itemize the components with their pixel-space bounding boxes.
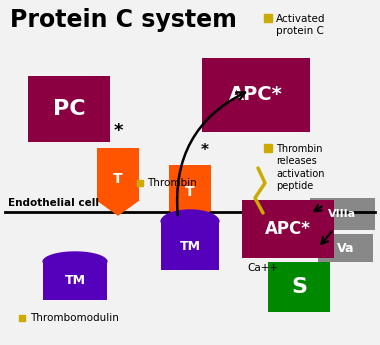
Text: TM: TM xyxy=(179,239,201,253)
FancyArrowPatch shape xyxy=(177,92,245,215)
Text: S: S xyxy=(291,277,307,297)
Bar xyxy=(28,76,110,142)
Text: VIIIa: VIIIa xyxy=(328,209,356,219)
Text: Ca++: Ca++ xyxy=(247,263,278,273)
Text: Protein C system: Protein C system xyxy=(10,8,237,32)
Bar xyxy=(242,200,334,258)
Bar xyxy=(43,262,107,300)
Polygon shape xyxy=(169,210,211,222)
Polygon shape xyxy=(43,252,107,262)
Bar xyxy=(310,198,375,230)
Text: Endothelial cell: Endothelial cell xyxy=(8,198,99,208)
Text: T: T xyxy=(113,172,123,186)
Text: APC*: APC* xyxy=(229,86,283,105)
Text: Thrombin: Thrombin xyxy=(147,178,197,188)
Bar xyxy=(318,234,373,262)
Text: Activated
protein C: Activated protein C xyxy=(276,14,326,37)
Text: TM: TM xyxy=(65,275,86,287)
Text: *: * xyxy=(113,122,123,140)
Text: Thrombin
releases
activation
peptide: Thrombin releases activation peptide xyxy=(276,144,325,191)
Bar xyxy=(97,148,139,200)
Polygon shape xyxy=(97,200,139,215)
Bar xyxy=(161,222,219,270)
Bar xyxy=(268,262,330,312)
Text: *: * xyxy=(201,143,209,158)
Polygon shape xyxy=(161,210,219,222)
Text: Va: Va xyxy=(337,241,354,255)
Text: Thrombomodulin: Thrombomodulin xyxy=(30,313,119,323)
Bar xyxy=(169,165,211,210)
Text: APC*: APC* xyxy=(265,220,311,238)
Text: PC: PC xyxy=(53,99,86,119)
Bar xyxy=(202,58,310,132)
Text: T: T xyxy=(185,186,195,199)
